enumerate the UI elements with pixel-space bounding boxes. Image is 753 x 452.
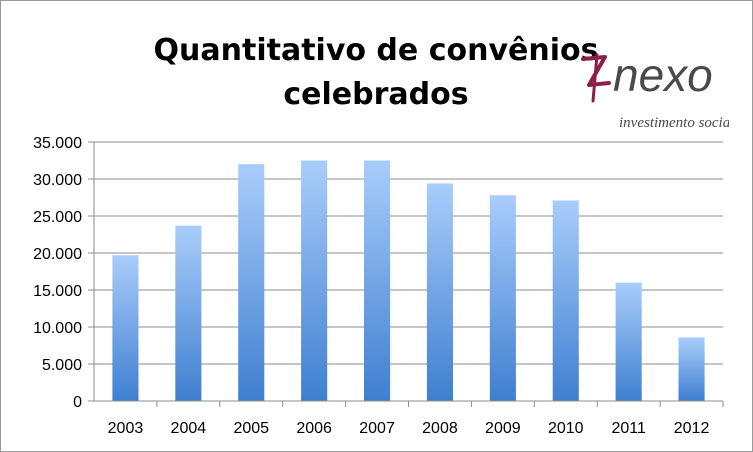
x-tick-label: 2003 — [108, 420, 144, 437]
y-tick-label: 0 — [73, 394, 82, 411]
nexo-logo: nexo investimento social — [579, 49, 734, 139]
y-tick-label: 30.000 — [33, 172, 82, 189]
x-tick-label: 2012 — [674, 420, 710, 437]
x-tick-label: 2006 — [296, 420, 332, 437]
bar-2005 — [238, 164, 265, 401]
chart-title: Quantitativo de convênios celebrados — [153, 33, 599, 112]
nexo-logo-graphic: nexo investimento social — [581, 49, 734, 131]
bar-2012 — [678, 337, 705, 401]
bar-2007 — [363, 160, 391, 401]
x-tick-label: 2008 — [422, 420, 458, 437]
bar-2003 — [112, 255, 139, 401]
logo-wordmark: nexo — [613, 49, 713, 101]
y-tick-labels: 0 5.000 10.000 15.000 20.000 25.000 30.000 35.0… — [33, 135, 82, 411]
y-tick-label: 15.000 — [33, 283, 82, 300]
y-tick-label: 20.000 — [33, 246, 82, 263]
x-tick-label: 2004 — [171, 420, 207, 437]
y-tick-label: 25.000 — [33, 209, 82, 226]
logo-tagline: investimento social — [619, 115, 729, 131]
bar-2006 — [301, 160, 328, 401]
axes — [93, 142, 724, 407]
y-tick-label: 5.000 — [42, 357, 82, 374]
x-tick-label: 2009 — [485, 420, 521, 437]
bar-2011 — [615, 282, 642, 401]
x-tick-label: 2005 — [233, 420, 269, 437]
bar-2004 — [175, 225, 202, 401]
bar-2010 — [552, 200, 579, 401]
y-tick-label: 10.000 — [33, 320, 82, 337]
bar-2009 — [489, 195, 516, 401]
x-tick-labels: 2003 2004 2005 2006 2007 2008 2009 2010 2011 2012 — [108, 420, 710, 437]
bar-2008 — [426, 183, 454, 401]
x-tick-label: 2010 — [548, 420, 584, 437]
x-tick-label: 2011 — [611, 420, 646, 437]
y-tick-label: 35.000 — [33, 135, 82, 152]
bars — [112, 160, 705, 401]
x-tick-label: 2007 — [359, 420, 395, 437]
